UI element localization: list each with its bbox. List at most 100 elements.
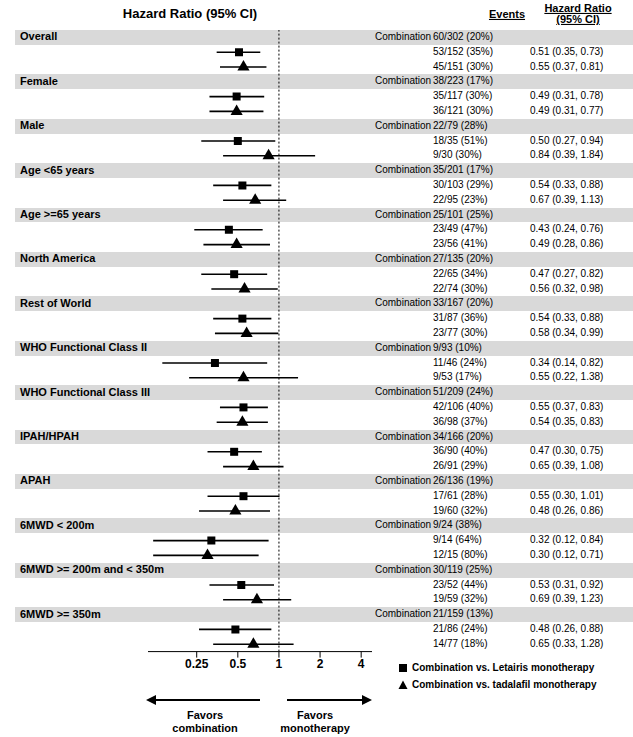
svg-text:4: 4 <box>358 657 365 671</box>
svg-text:0.56 (0.32, 0.98): 0.56 (0.32, 0.98) <box>530 283 603 294</box>
svg-text:42/106 (40%): 42/106 (40%) <box>433 401 493 412</box>
svg-text:0.47 (0.27, 0.82): 0.47 (0.27, 0.82) <box>530 268 603 279</box>
svg-text:0.69 (0.39, 1.23): 0.69 (0.39, 1.23) <box>530 593 603 604</box>
svg-text:0.84 (0.39, 1.84): 0.84 (0.39, 1.84) <box>530 149 603 160</box>
svg-text:0.50 (0.27, 0.94): 0.50 (0.27, 0.94) <box>530 135 603 146</box>
svg-text:Combination: Combination <box>375 564 431 575</box>
svg-text:33/167 (20%): 33/167 (20%) <box>433 297 493 308</box>
svg-text:0.5: 0.5 <box>229 657 246 671</box>
svg-text:0.65 (0.39, 1.08): 0.65 (0.39, 1.08) <box>530 460 603 471</box>
svg-text:0.67 (0.39, 1.13): 0.67 (0.39, 1.13) <box>530 194 603 205</box>
svg-text:0.54 (0.35, 0.83): 0.54 (0.35, 0.83) <box>530 416 603 427</box>
svg-text:Age <65 years: Age <65 years <box>20 164 94 176</box>
svg-text:0.49 (0.31, 0.78): 0.49 (0.31, 0.78) <box>530 90 603 101</box>
svg-text:6MWD < 200m: 6MWD < 200m <box>20 519 94 531</box>
svg-text:38/223 (17%): 38/223 (17%) <box>433 75 493 86</box>
svg-text:22/79 (28%): 22/79 (28%) <box>433 120 487 131</box>
svg-text:0.55 (0.22, 1.38): 0.55 (0.22, 1.38) <box>530 371 603 382</box>
svg-text:22/74 (30%): 22/74 (30%) <box>433 283 487 294</box>
svg-text:0.55 (0.37, 0.81): 0.55 (0.37, 0.81) <box>530 61 603 72</box>
svg-text:Combination: Combination <box>375 209 431 220</box>
svg-text:0.54 (0.33, 0.88): 0.54 (0.33, 0.88) <box>530 312 603 323</box>
svg-text:Combination vs. tadalafil mono: Combination vs. tadalafil monotherapy <box>412 679 597 690</box>
svg-text:Overall: Overall <box>20 30 57 42</box>
svg-text:0.55 (0.30, 1.01): 0.55 (0.30, 1.01) <box>530 490 603 501</box>
svg-text:23/52 (44%): 23/52 (44%) <box>433 579 487 590</box>
svg-text:WHO Functional Class III: WHO Functional Class III <box>20 386 150 398</box>
svg-text:0.34 (0.14, 0.82): 0.34 (0.14, 0.82) <box>530 357 603 368</box>
svg-text:12/15 (80%): 12/15 (80%) <box>433 549 487 560</box>
svg-text:0.32 (0.12, 0.84): 0.32 (0.12, 0.84) <box>530 534 603 545</box>
svg-text:WHO Functional Class II: WHO Functional Class II <box>20 341 147 353</box>
svg-text:Combination: Combination <box>375 608 431 619</box>
svg-text:19/59 (32%): 19/59 (32%) <box>433 593 487 604</box>
svg-text:Male: Male <box>20 119 44 131</box>
svg-text:Combination: Combination <box>375 386 431 397</box>
svg-text:0.30 (0.12, 0.71): 0.30 (0.12, 0.71) <box>530 549 603 560</box>
svg-text:Female: Female <box>20 75 58 87</box>
svg-text:Combination: Combination <box>375 31 431 42</box>
svg-text:0.55 (0.37, 0.83): 0.55 (0.37, 0.83) <box>530 401 603 412</box>
svg-text:6MWD >= 350m: 6MWD >= 350m <box>20 608 101 620</box>
svg-text:Age >=65 years: Age >=65 years <box>20 208 101 220</box>
svg-text:9/24 (38%): 9/24 (38%) <box>433 519 482 530</box>
svg-text:18/35 (51%): 18/35 (51%) <box>433 135 487 146</box>
svg-text:0.51 (0.35, 0.73): 0.51 (0.35, 0.73) <box>530 46 603 57</box>
svg-text:21/86 (24%): 21/86 (24%) <box>433 623 487 634</box>
svg-text:Combination: Combination <box>375 164 431 175</box>
svg-text:(95% CI): (95% CI) <box>556 13 600 25</box>
svg-text:Combination: Combination <box>375 519 431 530</box>
svg-text:9/93 (10%): 9/93 (10%) <box>433 342 482 353</box>
svg-text:31/87 (36%): 31/87 (36%) <box>433 312 487 323</box>
svg-text:Combination: Combination <box>375 475 431 486</box>
svg-text:Combination: Combination <box>375 75 431 86</box>
svg-text:0.54 (0.33, 0.88): 0.54 (0.33, 0.88) <box>530 179 603 190</box>
svg-text:45/151 (30%): 45/151 (30%) <box>433 61 493 72</box>
svg-text:35/201 (17%): 35/201 (17%) <box>433 164 493 175</box>
svg-text:36/98 (37%): 36/98 (37%) <box>433 416 487 427</box>
svg-text:17/61 (28%): 17/61 (28%) <box>433 490 487 501</box>
svg-text:53/152 (35%): 53/152 (35%) <box>433 46 493 57</box>
svg-text:Combination vs. Letairis monot: Combination vs. Letairis monotherapy <box>412 662 595 673</box>
svg-text:0.58 (0.34, 0.99): 0.58 (0.34, 0.99) <box>530 327 603 338</box>
svg-text:0.25: 0.25 <box>185 657 209 671</box>
svg-text:23/77 (30%): 23/77 (30%) <box>433 327 487 338</box>
svg-text:Combination: Combination <box>375 431 431 442</box>
svg-text:11/46 (24%): 11/46 (24%) <box>433 357 487 368</box>
svg-text:51/209 (24%): 51/209 (24%) <box>433 386 493 397</box>
svg-text:34/166 (20%): 34/166 (20%) <box>433 431 493 442</box>
svg-text:36/90 (40%): 36/90 (40%) <box>433 445 487 456</box>
svg-text:IPAH/HPAH: IPAH/HPAH <box>20 430 79 442</box>
svg-text:2: 2 <box>317 657 324 671</box>
svg-text:6MWD >= 200m and < 350m: 6MWD >= 200m and < 350m <box>20 563 164 575</box>
svg-text:36/121 (30%): 36/121 (30%) <box>433 105 493 116</box>
svg-text:Combination: Combination <box>375 342 431 353</box>
svg-text:25/101 (25%): 25/101 (25%) <box>433 209 493 220</box>
svg-text:27/135 (20%): 27/135 (20%) <box>433 253 493 264</box>
svg-text:combination: combination <box>172 722 238 734</box>
svg-text:Combination: Combination <box>375 253 431 264</box>
svg-text:1: 1 <box>276 657 283 671</box>
svg-text:APAH: APAH <box>20 474 50 486</box>
svg-text:Favors: Favors <box>297 709 333 721</box>
svg-text:35/117 (30%): 35/117 (30%) <box>433 90 492 101</box>
svg-text:30/119 (25%): 30/119 (25%) <box>433 564 492 575</box>
svg-text:0.53 (0.31, 0.92): 0.53 (0.31, 0.92) <box>530 579 603 590</box>
svg-text:30/103 (29%): 30/103 (29%) <box>433 179 493 190</box>
svg-text:0.47 (0.30, 0.75): 0.47 (0.30, 0.75) <box>530 445 603 456</box>
svg-text:0.48 (0.26, 0.88): 0.48 (0.26, 0.88) <box>530 623 603 634</box>
svg-text:23/56 (41%): 23/56 (41%) <box>433 238 487 249</box>
svg-text:North America: North America <box>20 252 96 264</box>
svg-text:9/30 (30%): 9/30 (30%) <box>433 149 482 160</box>
svg-text:0.49 (0.31, 0.77): 0.49 (0.31, 0.77) <box>530 105 603 116</box>
svg-text:Combination: Combination <box>375 120 431 131</box>
svg-text:0.43 (0.24, 0.76): 0.43 (0.24, 0.76) <box>530 223 603 234</box>
svg-text:14/77 (18%): 14/77 (18%) <box>433 638 487 649</box>
svg-text:0.48 (0.26, 0.86): 0.48 (0.26, 0.86) <box>530 505 603 516</box>
svg-text:22/65 (34%): 22/65 (34%) <box>433 268 487 279</box>
svg-text:23/49 (47%): 23/49 (47%) <box>433 223 487 234</box>
svg-text:21/159 (13%): 21/159 (13%) <box>433 608 493 619</box>
svg-text:0.65 (0.33, 1.28): 0.65 (0.33, 1.28) <box>530 638 603 649</box>
svg-text:monotherapy: monotherapy <box>280 722 351 734</box>
svg-text:Rest of World: Rest of World <box>20 297 91 309</box>
